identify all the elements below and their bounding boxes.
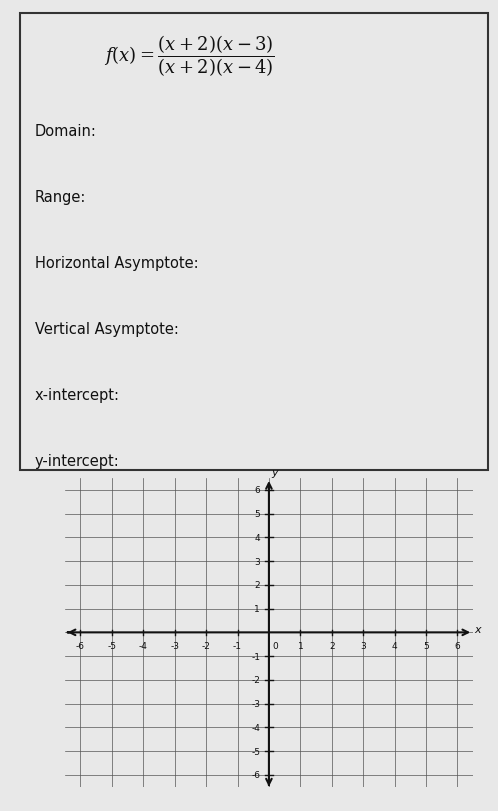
Text: -2: -2: [251, 676, 260, 684]
Text: 6: 6: [455, 642, 460, 650]
Text: -6: -6: [251, 770, 260, 779]
Text: 2: 2: [329, 642, 335, 650]
Text: 3: 3: [254, 557, 260, 566]
Text: 4: 4: [392, 642, 397, 650]
Text: -3: -3: [251, 699, 260, 708]
Text: -5: -5: [251, 747, 260, 756]
Text: 3: 3: [360, 642, 366, 650]
Text: -3: -3: [170, 642, 179, 650]
Text: 1: 1: [254, 604, 260, 613]
Text: 6: 6: [254, 486, 260, 495]
Text: 0: 0: [272, 642, 278, 650]
Text: Range:: Range:: [35, 190, 86, 205]
Text: 1: 1: [297, 642, 303, 650]
Text: 2: 2: [254, 581, 260, 590]
Text: Horizontal Asymptote:: Horizontal Asymptote:: [35, 256, 199, 271]
Text: -1: -1: [233, 642, 242, 650]
Text: 5: 5: [254, 509, 260, 518]
Text: x: x: [475, 624, 481, 634]
Text: -1: -1: [251, 652, 260, 661]
Text: x-intercept:: x-intercept:: [35, 388, 120, 402]
Text: Vertical Asymptote:: Vertical Asymptote:: [35, 322, 179, 337]
Text: 4: 4: [254, 534, 260, 543]
Text: $f(x) = \dfrac{(x+2)(x-3)}{(x+2)(x-4)}$: $f(x) = \dfrac{(x+2)(x-3)}{(x+2)(x-4)}$: [104, 34, 275, 79]
Text: y-intercept:: y-intercept:: [35, 453, 120, 469]
Text: -2: -2: [202, 642, 211, 650]
Text: y: y: [271, 467, 278, 478]
Text: -4: -4: [251, 723, 260, 732]
Text: -4: -4: [139, 642, 148, 650]
Text: 5: 5: [423, 642, 429, 650]
Text: -5: -5: [108, 642, 117, 650]
Text: Domain:: Domain:: [35, 124, 97, 139]
Text: -6: -6: [76, 642, 85, 650]
